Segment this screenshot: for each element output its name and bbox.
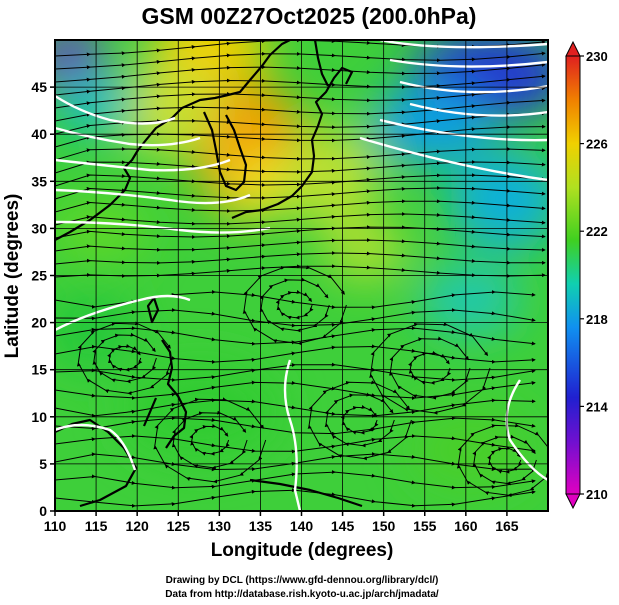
credit-drawing: Drawing by DCL (https://www.gfd-dennou.o… (166, 575, 439, 586)
streamline (55, 344, 536, 364)
streamline (55, 398, 536, 418)
y-tick-label: 35 (31, 173, 47, 189)
x-tick-label: 120 (125, 518, 149, 534)
taiwan-coast (146, 296, 160, 324)
y-tick-label: 15 (31, 362, 47, 378)
streamline (55, 308, 536, 328)
streamline (55, 470, 536, 490)
x-tick-label: 145 (331, 518, 355, 534)
streamline (55, 416, 536, 436)
streamline (55, 225, 546, 240)
x-tick-label: 140 (290, 518, 314, 534)
streamline (55, 199, 546, 213)
x-tick-label: 115 (85, 518, 108, 534)
contour-line (55, 94, 176, 125)
y-axis-ticks: 0 5 10 15 20 25 30 35 40 45 (31, 79, 55, 519)
sakhalin-coast (313, 40, 329, 87)
contour-line (399, 80, 548, 94)
x-tick-label: 155 (413, 518, 437, 534)
colorbar-gradient (565, 55, 581, 495)
contour-line (55, 158, 231, 172)
contour-line (283, 359, 302, 511)
y-tick-label: 20 (31, 315, 47, 331)
x-tick-label: 110 (44, 518, 67, 534)
streamline (55, 146, 546, 161)
streamline (55, 380, 536, 401)
y-tick-label: 30 (31, 220, 47, 236)
streamline (55, 160, 546, 174)
colorbar: 210 214 218 222 226 230 (565, 40, 608, 510)
korea-coast (202, 111, 248, 192)
streamline (55, 326, 536, 346)
contour-line (55, 220, 271, 234)
x-axis-title: Longitude (degrees) (211, 540, 394, 561)
contour-line (55, 423, 137, 471)
contour-line (379, 40, 548, 49)
credit-data: Data from http://database.rish.kyoto-u.a… (165, 589, 439, 600)
streamline (55, 251, 546, 265)
colorbar-tick-label: 214 (586, 399, 608, 414)
lat-lon-grid (55, 40, 548, 511)
colorbar-tick-label: 210 (586, 487, 608, 502)
borneo-coast (55, 418, 138, 508)
colorbar-top-cap (565, 40, 581, 57)
x-tick-label: 130 (208, 518, 232, 534)
contour-line (55, 126, 201, 147)
contour-line (505, 379, 548, 482)
x-tick-label: 125 (167, 518, 191, 534)
new-guinea-coast (249, 478, 363, 508)
contour-line (379, 118, 548, 142)
x-tick-label: 135 (249, 518, 273, 534)
asia-mainland-coast (55, 40, 291, 241)
streamline (55, 211, 546, 226)
colorbar-tick-label: 230 (586, 49, 608, 64)
y-tick-label: 5 (39, 456, 47, 472)
streamline (55, 186, 546, 200)
y-axis-title: Latitude (degrees) (2, 194, 23, 359)
y-tick-label: 40 (31, 126, 47, 142)
colorbar-tick-label: 222 (586, 224, 608, 239)
x-tick-label: 160 (454, 518, 478, 534)
y-tick-label: 0 (39, 503, 47, 519)
streamline (55, 362, 536, 383)
x-axis-ticks: 110 115 120 125 130 135 140 145 150 155 160 165 (44, 511, 519, 534)
contour-line (55, 188, 251, 205)
y-tick-label: 25 (31, 268, 47, 284)
chart-title: GSM 00Z27Oct2025 (200.0hPa) (142, 3, 477, 29)
colorbar-ticks: 210 214 218 222 226 230 (580, 49, 608, 502)
streamline (55, 173, 546, 187)
colorbar-bottom-cap (565, 493, 581, 510)
japan-coast (231, 66, 354, 220)
x-tick-label: 150 (372, 518, 396, 534)
colorbar-tick-label: 218 (586, 312, 608, 327)
x-tick-label: 165 (495, 518, 519, 534)
streamline (55, 86, 546, 109)
colorbar-tick-label: 226 (586, 137, 608, 152)
contour-line (389, 58, 548, 68)
contour-line (55, 294, 191, 332)
streamline (55, 238, 546, 252)
y-tick-label: 10 (31, 409, 47, 425)
y-tick-label: 45 (31, 79, 47, 95)
contour-line (409, 102, 548, 117)
